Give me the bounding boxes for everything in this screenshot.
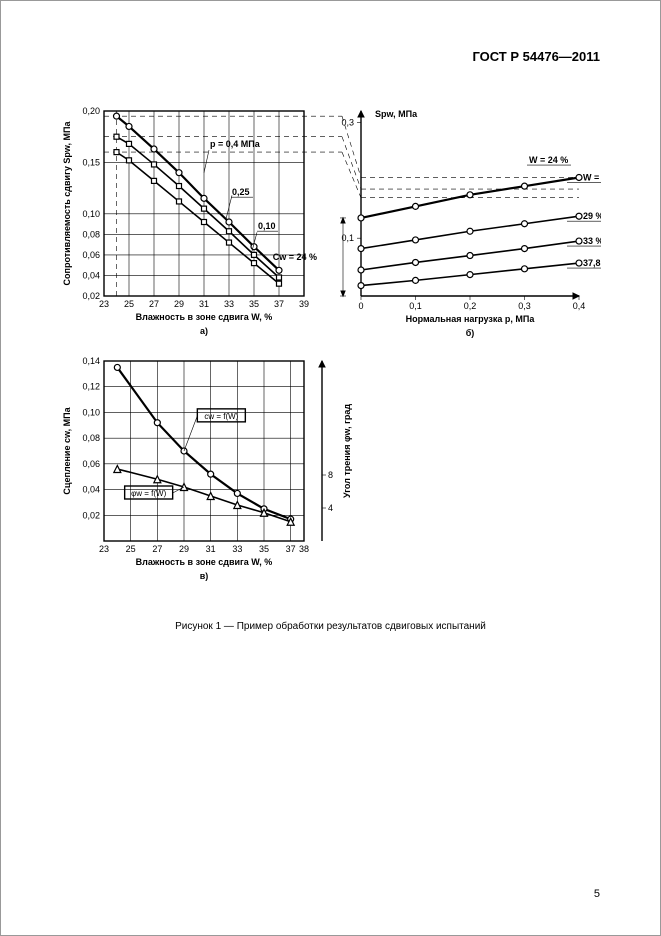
svg-text:0,02: 0,02: [82, 291, 100, 301]
svg-text:0,02: 0,02: [82, 510, 100, 520]
svg-text:27: 27: [149, 299, 159, 309]
svg-text:38: 38: [299, 544, 309, 554]
svg-text:4: 4: [328, 503, 333, 513]
svg-text:Влажность в зоне сдвига W, %: Влажность в зоне сдвига W, %: [136, 557, 273, 567]
svg-text:0,12: 0,12: [82, 382, 100, 392]
svg-text:W = 24 %: W = 24 %: [529, 155, 568, 165]
svg-text:0,10: 0,10: [82, 209, 100, 219]
svg-text:Сопротивляемость сдвигу Spw, М: Сопротивляемость сдвигу Spw, МПа: [62, 121, 72, 286]
svg-text:p = 0,4 МПа: p = 0,4 МПа: [210, 139, 261, 149]
svg-text:0,4: 0,4: [573, 301, 586, 311]
standard-header: ГОСТ Р 54476—2011: [472, 49, 600, 64]
svg-text:Влажность в зоне сдвига W, %: Влажность в зоне сдвига W, %: [136, 312, 273, 322]
svg-text:33: 33: [224, 299, 234, 309]
svg-text:29: 29: [179, 544, 189, 554]
svg-text:б): б): [466, 328, 475, 338]
svg-text:0,06: 0,06: [82, 250, 100, 260]
svg-text:37: 37: [274, 299, 284, 309]
svg-text:0,14: 0,14: [82, 356, 100, 366]
svg-text:39: 39: [299, 299, 309, 309]
svg-text:31: 31: [206, 544, 216, 554]
svg-text:cw = f(W): cw = f(W): [204, 412, 238, 421]
svg-text:Нормальная нагрузка p, МПа: Нормальная нагрузка p, МПа: [406, 314, 536, 324]
svg-text:33 %: 33 %: [583, 236, 601, 246]
svg-text:0,20: 0,20: [82, 106, 100, 116]
svg-text:0,04: 0,04: [82, 485, 100, 495]
svg-text:8: 8: [328, 470, 333, 480]
svg-text:0: 0: [358, 301, 363, 311]
svg-text:33: 33: [232, 544, 242, 554]
charts-svg: 2325272931333537390,020,040,060,080,100,…: [56, 101, 601, 601]
svg-text:0,04: 0,04: [82, 270, 100, 280]
svg-text:37: 37: [286, 544, 296, 554]
svg-text:0,10: 0,10: [258, 221, 276, 231]
svg-text:0,3: 0,3: [341, 118, 354, 128]
svg-text:0,08: 0,08: [82, 229, 100, 239]
figure-1: 2325272931333537390,020,040,060,080,100,…: [56, 101, 601, 601]
svg-text:27: 27: [152, 544, 162, 554]
figure-caption: Рисунок 1 — Пример обработки результатов…: [1, 621, 660, 632]
svg-text:31: 31: [199, 299, 209, 309]
svg-text:φw = f(W): φw = f(W): [131, 489, 167, 498]
svg-text:35: 35: [249, 299, 259, 309]
svg-text:0,10: 0,10: [82, 407, 100, 417]
svg-text:0,1: 0,1: [409, 301, 422, 311]
svg-text:W = 24 %: W = 24 %: [583, 172, 601, 182]
page-number: 5: [594, 888, 600, 900]
svg-text:0,08: 0,08: [82, 433, 100, 443]
svg-text:29: 29: [174, 299, 184, 309]
svg-text:а): а): [200, 326, 208, 336]
svg-text:0,15: 0,15: [82, 157, 100, 167]
svg-text:35: 35: [259, 544, 269, 554]
svg-text:23: 23: [99, 544, 109, 554]
svg-text:0,1: 0,1: [341, 233, 354, 243]
document-page: ГОСТ Р 54476—2011 23 25 27 29 31 33 35 37 39 0,02…: [0, 0, 661, 936]
svg-text:29 %: 29 %: [583, 211, 601, 221]
svg-text:в): в): [200, 571, 209, 581]
svg-text:Cw = 24 %: Cw = 24 %: [273, 252, 317, 262]
svg-text:Угол трения φw, град: Угол трения φw, град: [342, 404, 352, 498]
svg-text:0,25: 0,25: [232, 187, 250, 197]
svg-text:0,2: 0,2: [464, 301, 477, 311]
svg-text:25: 25: [126, 544, 136, 554]
svg-text:23: 23: [99, 299, 109, 309]
svg-text:0,3: 0,3: [518, 301, 531, 311]
svg-text:0,06: 0,06: [82, 459, 100, 469]
svg-text:25: 25: [124, 299, 134, 309]
svg-text:Сцепление cw, МПа: Сцепление cw, МПа: [62, 406, 72, 494]
svg-text:Spw, МПа: Spw, МПа: [375, 109, 418, 119]
svg-text:37,8 %: 37,8 %: [583, 258, 601, 268]
